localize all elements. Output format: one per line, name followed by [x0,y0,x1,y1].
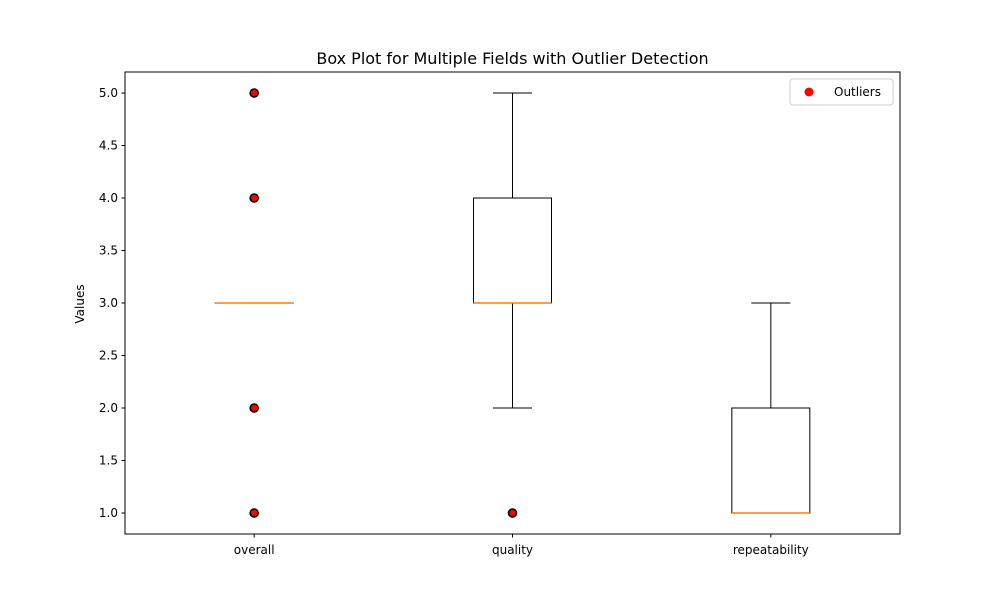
y-tick-label: 2.5 [99,349,118,363]
legend: Outliers [789,78,894,106]
y-tick-label: 4.5 [99,139,118,153]
x-tick-label: overall [234,543,275,557]
chart-title: Box Plot for Multiple Fields with Outlie… [316,49,708,68]
y-tick-label: 3.5 [99,244,118,258]
x-tick-label: repeatability [733,543,809,557]
legend-box [789,78,894,106]
outlier-point [249,403,259,413]
legend-marker-outliers [804,87,814,97]
axes-frame [124,71,901,535]
y-tick-label: 2.0 [99,401,118,415]
outlier-point [249,88,259,98]
y-axis-label: Values [73,284,87,323]
outlier-point [507,508,518,518]
y-tick-label: 4.0 [99,191,118,205]
legend-label-outliers: Outliers [834,85,881,99]
y-tick-label: 1.5 [99,454,118,468]
y-tick-label: 1.0 [99,506,118,520]
x-tick-label: quality [492,543,533,557]
y-tick-label: 3.0 [99,296,118,310]
plot-area: 1.0 1.5 2.0 2.5 3.0 3.5 4.0 4.5 5.0 overall qualit… [99,86,811,557]
outlier-point [249,508,259,518]
outlier-point [249,193,259,203]
y-tick-label: 5.0 [99,86,118,100]
